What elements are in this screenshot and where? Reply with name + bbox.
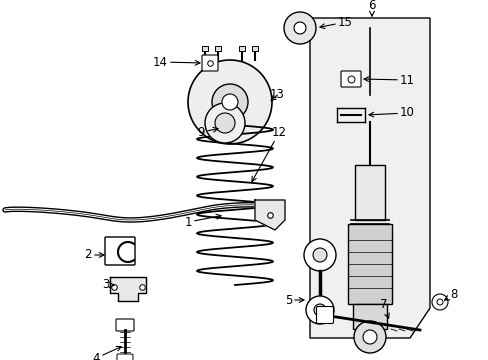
Bar	[215, 46, 221, 51]
Circle shape	[187, 60, 271, 144]
FancyBboxPatch shape	[117, 354, 133, 360]
Circle shape	[431, 294, 447, 310]
Bar	[251, 46, 258, 51]
Polygon shape	[110, 277, 146, 301]
Polygon shape	[309, 18, 429, 338]
Text: 9: 9	[197, 126, 218, 139]
FancyBboxPatch shape	[105, 237, 135, 265]
FancyBboxPatch shape	[116, 319, 134, 331]
Bar	[239, 46, 244, 51]
FancyBboxPatch shape	[340, 71, 360, 87]
Text: 5: 5	[284, 293, 304, 306]
Text: 12: 12	[251, 126, 286, 181]
Bar	[202, 46, 207, 51]
Text: 11: 11	[363, 73, 414, 86]
Circle shape	[313, 304, 325, 316]
Bar	[354, 165, 384, 220]
Text: 7: 7	[379, 298, 388, 318]
Circle shape	[305, 296, 333, 324]
FancyBboxPatch shape	[202, 55, 218, 71]
Circle shape	[284, 12, 315, 44]
Circle shape	[436, 299, 442, 305]
Circle shape	[222, 94, 238, 110]
Text: 14: 14	[153, 55, 200, 68]
Text: 1: 1	[184, 214, 221, 229]
Circle shape	[304, 239, 335, 271]
Bar	[347, 224, 391, 304]
Text: 2: 2	[84, 248, 104, 261]
Text: 15: 15	[319, 15, 352, 28]
Bar	[352, 304, 386, 329]
FancyBboxPatch shape	[316, 306, 333, 324]
Text: 8: 8	[444, 288, 456, 302]
Text: 4: 4	[92, 346, 121, 360]
Text: 10: 10	[368, 107, 414, 120]
Circle shape	[353, 321, 385, 353]
Text: 13: 13	[269, 89, 285, 102]
Text: 6: 6	[367, 0, 375, 16]
Circle shape	[293, 22, 305, 34]
Circle shape	[204, 103, 244, 143]
Circle shape	[212, 84, 247, 120]
Circle shape	[215, 113, 235, 133]
Circle shape	[362, 330, 376, 344]
Text: 3: 3	[102, 279, 114, 292]
Circle shape	[312, 248, 326, 262]
Polygon shape	[254, 200, 285, 230]
